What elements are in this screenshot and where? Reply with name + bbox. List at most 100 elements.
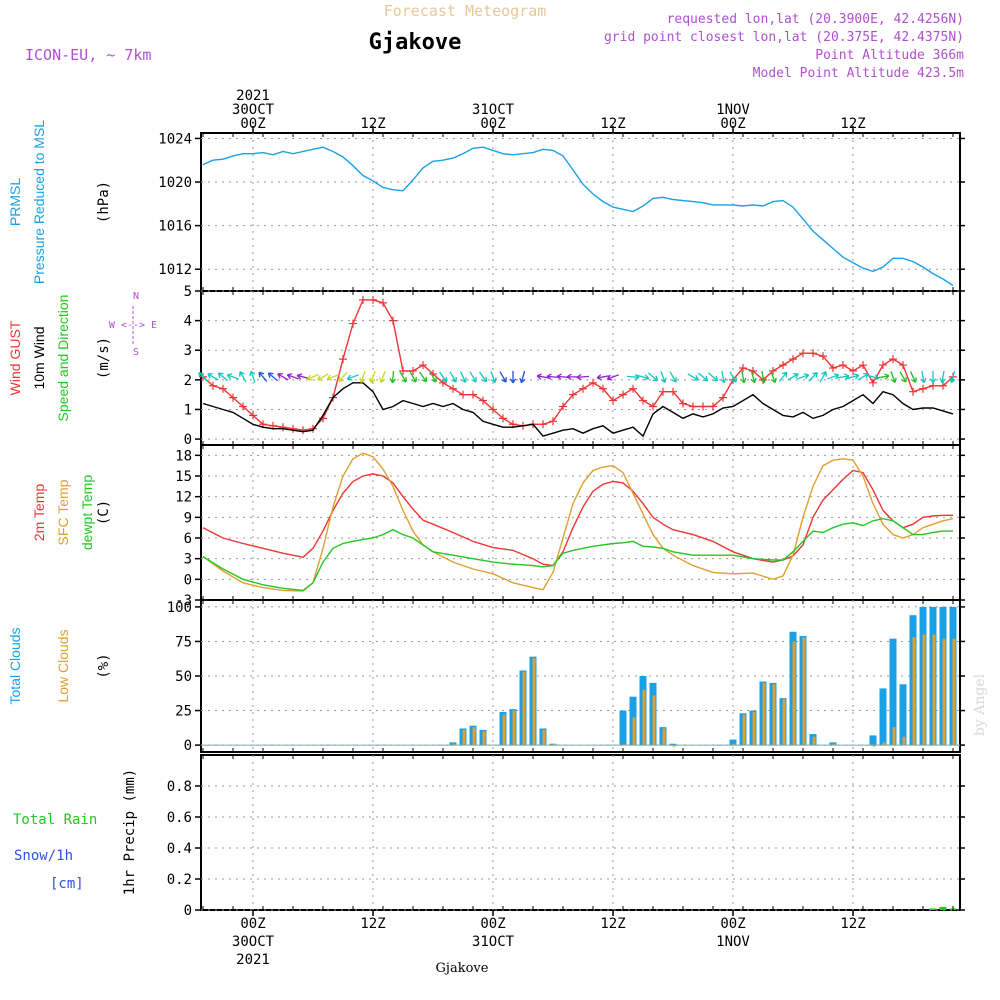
wind-direction-arrow [890,371,897,384]
wind-gust-marker [709,402,717,411]
wind-gust-marker [209,381,217,390]
wind-direction-arrow [750,370,757,384]
wind-gust-marker [369,295,377,304]
wind-direction-arrow [258,371,268,382]
clouds-unit: (%) [96,653,112,678]
wind-gust-marker [779,361,787,370]
wind-gust-marker [869,378,877,387]
wind-direction-arrow [389,370,397,384]
wind-direction-arrow [338,371,348,383]
wind-gust-marker [399,366,407,375]
wind-direction-arrow [317,373,329,381]
wind-direction-arrow [729,371,737,383]
temperature-ytick-label: 18 [175,448,192,464]
pressure-ytick-label: 1012 [158,262,192,278]
compass-north: N [133,291,139,302]
wind-direction-arrow [920,370,927,384]
requested-coords: requested lon,lat (20.3900E, 42.4256N) [667,12,964,27]
clouds-bar [879,688,887,746]
precip-ytick-label: 0.4 [167,841,192,857]
precip-legend-snow: Snow/1h [14,848,73,864]
clouds-bar [632,717,636,746]
temperature-ytick-label: 12 [175,490,192,506]
clouds-bar [832,743,836,746]
clouds-bar [892,727,896,746]
wind-direction-arrow [787,373,799,381]
clouds-bar [472,727,476,746]
wind-gust-marker [619,390,627,399]
pressure-series-prmsl [202,146,954,287]
clouds-bar [772,684,776,746]
wind-direction-arrow [239,371,247,383]
wind-direction-arrow [249,370,256,383]
wind-ytick-label: 0 [184,432,192,448]
wind-gust-marker [299,426,307,435]
bottom-time-label: 12Z [840,916,865,932]
clouds-bar [482,731,486,746]
wind-gust-marker [639,396,647,405]
wind-ytick-label: 3 [184,343,192,359]
wind-gust-marker [379,298,387,307]
wind-gust-marker [609,396,617,405]
temperature-ytick-label: 6 [184,531,192,547]
wind-gust-marker [279,423,287,432]
wind-direction-arrow [596,374,610,381]
wind-ylabel: Wind GUST [7,320,23,395]
wind-ytick-label: 4 [184,314,192,330]
wind-direction-arrow [707,372,719,382]
wind-direction-arrow [369,371,376,384]
wind-direction-arrow [637,374,650,381]
wind-gust-marker [219,384,227,393]
model-altitude: Model Point Altitude 423.5m [753,66,964,81]
wind-gust-marker [579,384,587,393]
wind-direction-arrow [419,371,428,383]
clouds-bar [872,745,876,747]
clouds-bar [622,743,626,746]
precip-bar [939,906,947,910]
wind-direction-arrow [606,374,619,381]
clouds-panel: 100 75 50 25 0 (%) Total Clouds Low Clouds [7,599,965,754]
wind-direction-arrow [399,371,407,383]
wind-direction-arrow [479,371,488,383]
top-time-label: 00Z [240,116,265,132]
wind-direction-arrow [847,373,860,380]
wind-direction-arrow [939,370,946,384]
wind-gust-marker [389,316,397,325]
precip-frame [200,754,961,911]
clouds-bar [732,743,736,746]
temperature-ylabel: dewpt Temp [79,475,95,550]
top-time-label: 00Z [720,116,745,132]
bottom-time-label: 00Z [480,916,505,932]
bottom-time-label: 1NOV [716,934,750,950]
clouds-ylabel: Low Clouds [55,629,71,702]
clouds-bar [452,743,456,746]
clouds-bar [752,711,756,746]
wind-direction-arrow [778,371,788,382]
precip-ytick-label: 0.6 [167,810,192,826]
wind-gust-marker [289,424,297,433]
temperature-ytick-label: 9 [184,510,192,526]
wind-gust-marker [849,366,857,375]
wind-ytick-label: 2 [184,373,192,389]
top-time-label: 12Z [600,116,625,132]
temperature-series-sfc-temp [202,452,954,592]
precip-legend-unit: [cm] [50,876,84,892]
precip-ytick-label: 0.2 [167,872,192,888]
wind-gust-marker [909,387,917,396]
wind-direction-arrow [819,371,827,383]
pressure-ytick-label: 1020 [158,175,192,191]
wind-direction-arrow [409,371,417,383]
wind-gust-marker [629,384,637,393]
top-time-label: 1NOV [716,102,750,118]
wind-direction-arrow [217,372,229,382]
clouds-bar [869,735,877,746]
top-time-label: 31OCT [472,102,515,118]
wind-direction-arrow [760,370,767,384]
wind-gust-marker [309,424,317,433]
wind-gust-marker [539,420,547,429]
wind-gust-marker [409,366,417,375]
wind-gust-marker [859,361,867,370]
wind-gust-marker [819,352,827,361]
wind-direction-arrow [379,371,386,384]
wind-gust-marker [679,399,687,408]
